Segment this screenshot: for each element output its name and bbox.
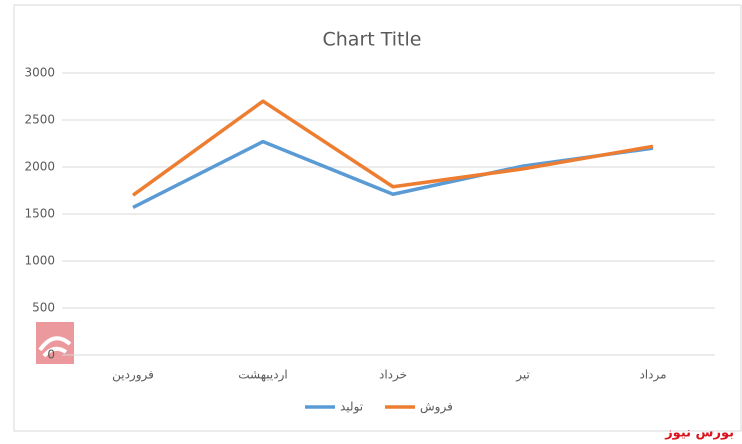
y-tick-label: 2500	[24, 113, 55, 127]
legend-label: فروش	[420, 400, 453, 415]
x-tick-label: خرداد	[379, 368, 407, 383]
x-tick-label: تیر	[515, 368, 530, 383]
y-tick-label: 3000	[24, 66, 55, 80]
y-tick-label: 1500	[24, 207, 55, 221]
watermark: بورس نیوز	[664, 426, 734, 441]
chart-frame	[13, 4, 742, 432]
y-tick-label: 0	[47, 348, 55, 362]
chart-title: Chart Title	[323, 29, 422, 51]
x-tick-label: اردیبهشت	[238, 368, 287, 383]
y-tick-label: 2000	[24, 160, 55, 174]
y-tick-label: 500	[32, 301, 55, 315]
series-line	[131, 99, 654, 197]
logo	[36, 322, 74, 364]
x-tick-label: مرداد	[639, 368, 666, 383]
x-tick-label: فروردین	[112, 368, 154, 383]
y-tick-label: 1000	[24, 254, 55, 268]
legend-label: تولید	[340, 400, 363, 415]
